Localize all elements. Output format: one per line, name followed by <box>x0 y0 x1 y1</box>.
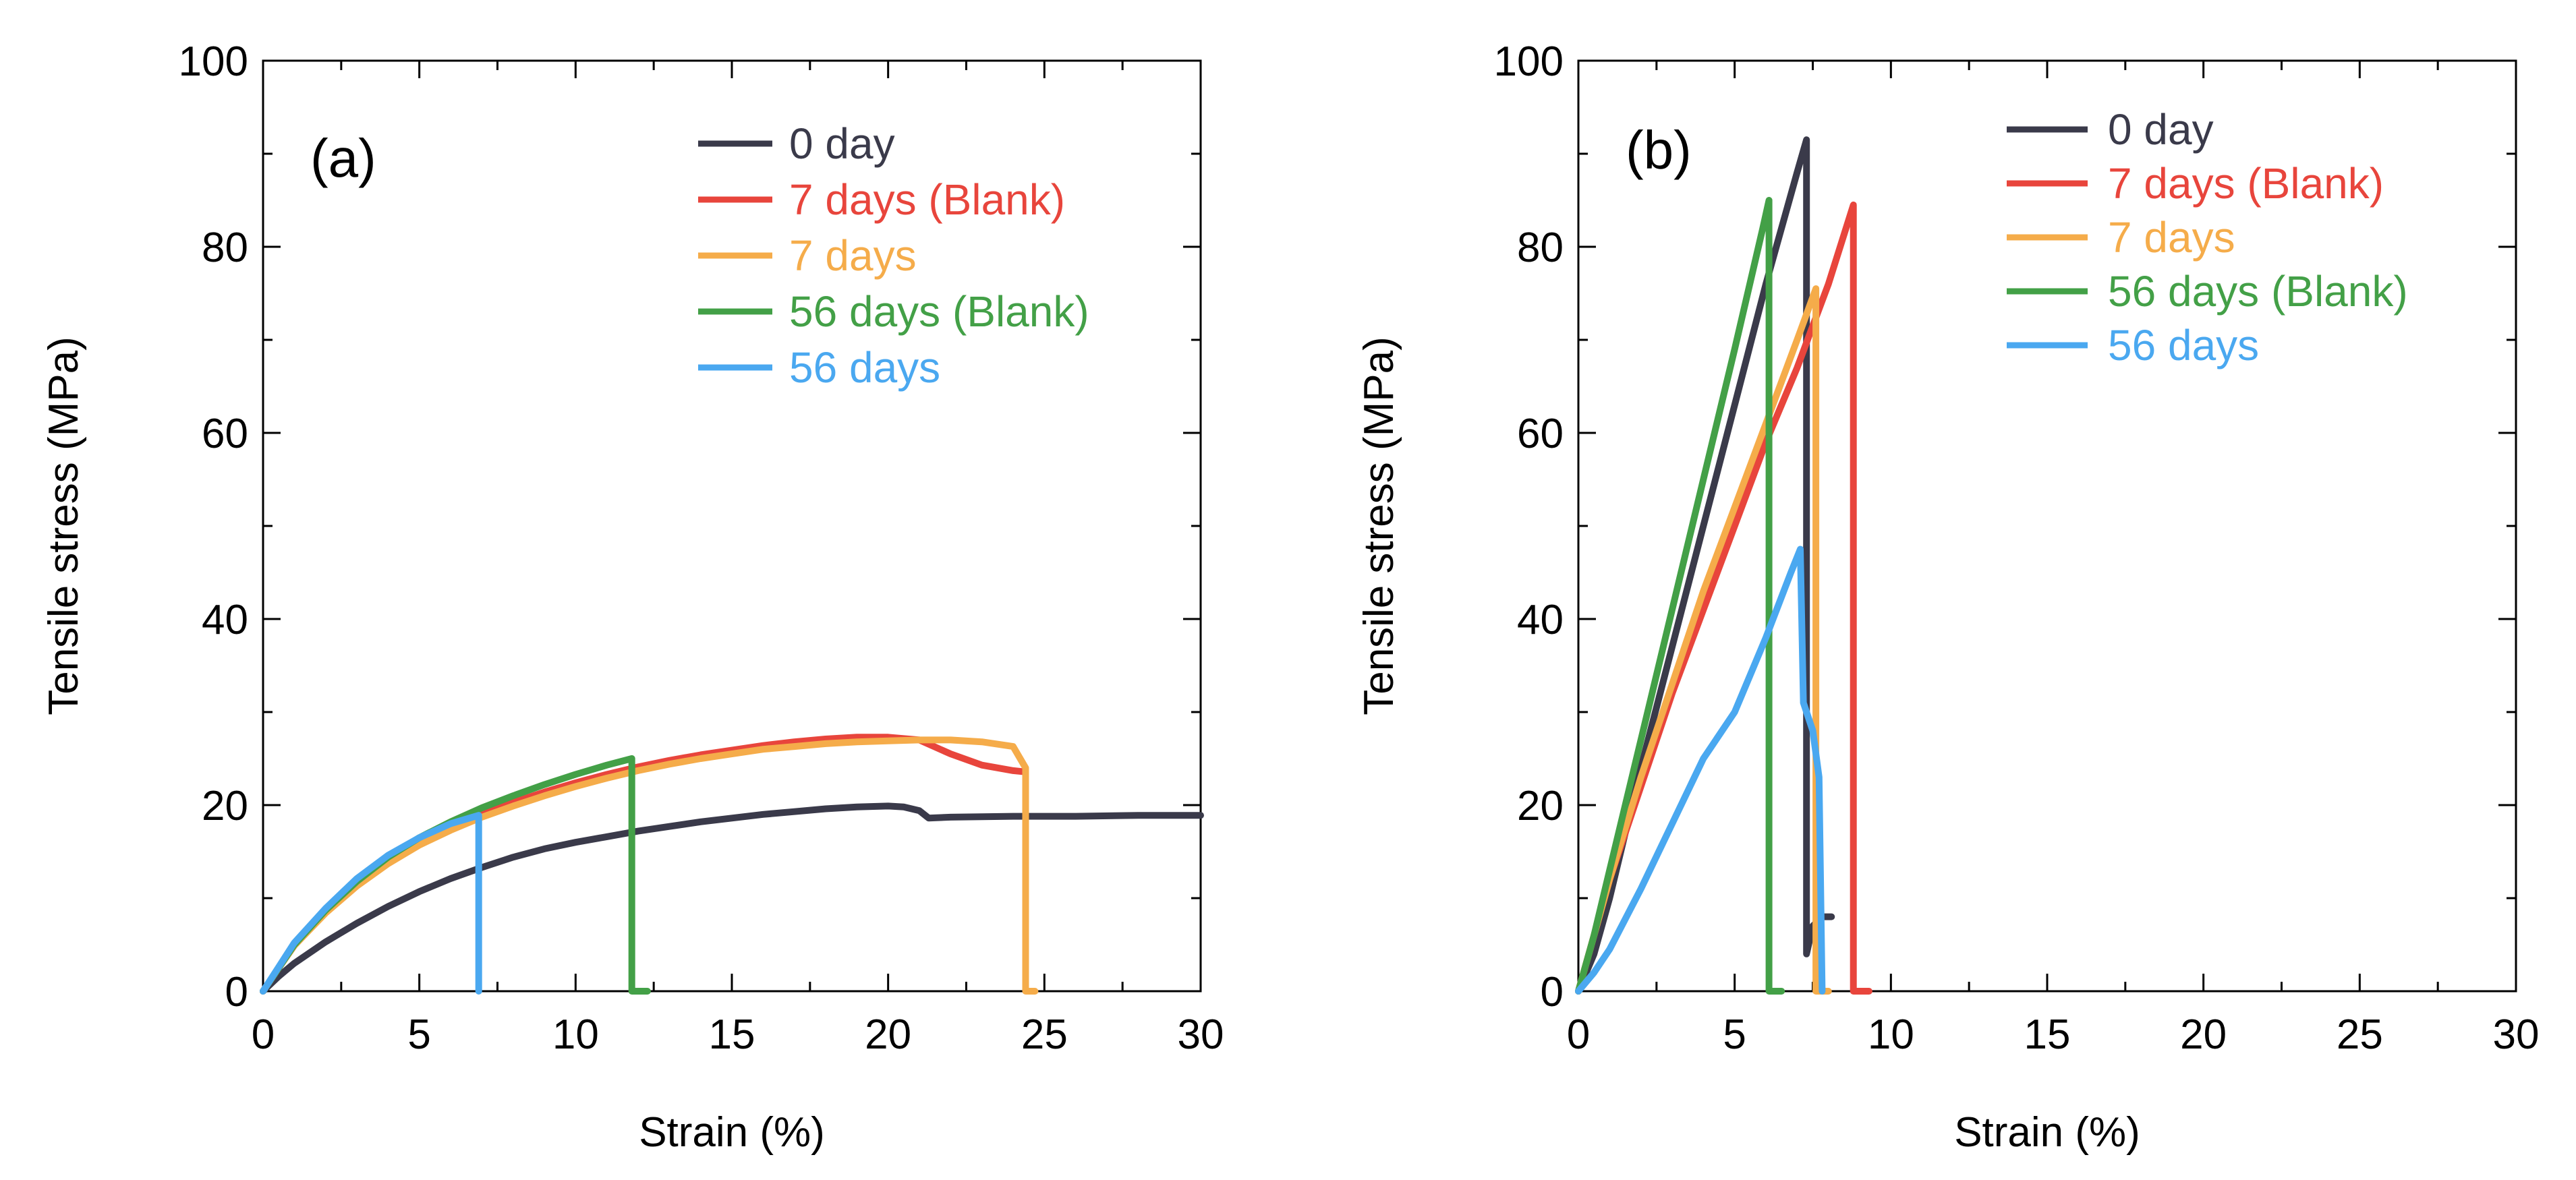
x-axis-label: Strain (%) <box>1954 1109 2140 1156</box>
y-tick-label: 60 <box>1517 411 1564 457</box>
x-tick-label: 20 <box>865 1011 911 1058</box>
legend-label: 7 days <box>789 231 917 280</box>
x-tick-label: 10 <box>1868 1011 1914 1058</box>
series-line-0-day <box>260 802 1204 995</box>
panel-label: (b) <box>1626 120 1692 180</box>
y-tick-label: 60 <box>202 411 248 457</box>
x-tick-label: 25 <box>1021 1011 1068 1058</box>
legend-label: 7 days (Blank) <box>789 175 1065 224</box>
x-tick-label: 0 <box>1567 1011 1590 1058</box>
panel-label: (a) <box>310 128 376 188</box>
series-line-0-day <box>1575 136 1835 995</box>
series-lines <box>1575 136 1872 995</box>
legend-label: 56 days (Blank) <box>2108 267 2408 316</box>
axis-ticks <box>262 59 1202 993</box>
x-tick-label: 0 <box>252 1011 275 1058</box>
legend-label: 7 days <box>2108 213 2235 262</box>
x-tick-label: 30 <box>2493 1011 2540 1058</box>
y-tick-label: 20 <box>1517 783 1564 829</box>
legend: 0 day 7 days (Blank) 7 days 56 days (Blank)… <box>2007 105 2408 370</box>
legend: 0 day 7 days (Blank) 7 days 56 days (Blank)… <box>698 119 1089 392</box>
x-tick-label: 15 <box>709 1011 755 1058</box>
legend-label: 56 days <box>789 343 940 392</box>
chart-panel-a: 0 20 40 60 80 100 0 5 10 15 20 25 30 (a) Strain (%)… <box>40 38 1224 1156</box>
y-tick-label: 80 <box>202 225 248 271</box>
x-tick-label: 10 <box>552 1011 599 1058</box>
y-tick-labels: 0 20 40 60 80 100 <box>179 38 248 1015</box>
series-line-56-days <box>260 812 482 995</box>
x-tick-label: 20 <box>2180 1011 2227 1058</box>
series-line-56-days <box>1575 545 1826 995</box>
y-tick-label: 40 <box>1517 597 1564 643</box>
y-tick-label: 20 <box>202 783 248 829</box>
series-lines <box>260 734 1204 995</box>
y-tick-label: 0 <box>225 969 248 1015</box>
series-line-7-days <box>260 736 1039 995</box>
y-tick-labels: 0 20 40 60 80 100 <box>1494 38 1564 1015</box>
y-axis-label: Tensile stress (MPa) <box>1356 336 1402 715</box>
legend-label: 56 days (Blank) <box>789 287 1089 336</box>
x-tick-label: 15 <box>2024 1011 2071 1058</box>
y-tick-label: 100 <box>1494 38 1564 85</box>
x-axis-label: Strain (%) <box>639 1109 825 1156</box>
legend-label: 0 day <box>2108 105 2214 154</box>
x-tick-label: 25 <box>2337 1011 2383 1058</box>
axis-ticks <box>1577 59 2517 993</box>
legend-label: 7 days (Blank) <box>2108 159 2384 208</box>
x-tick-label: 5 <box>407 1011 430 1058</box>
x-tick-label: 30 <box>1178 1011 1224 1058</box>
y-tick-label: 100 <box>179 38 248 85</box>
y-tick-label: 40 <box>202 597 248 643</box>
legend-label: 0 day <box>789 119 895 168</box>
x-tick-labels: 0 5 10 15 20 25 30 <box>252 1011 1224 1058</box>
legend-label: 56 days <box>2108 321 2259 370</box>
y-tick-label: 80 <box>1517 225 1564 271</box>
series-line-7-days-blank <box>1575 201 1872 995</box>
chart-panel-b: 0 20 40 60 80 100 0 5 10 15 20 25 30 (b) Strain (%)… <box>1356 38 2539 1156</box>
y-axis-label: Tensile stress (MPa) <box>40 336 87 715</box>
series-line-56-days-blank <box>1575 197 1785 995</box>
x-tick-label: 5 <box>1723 1011 1746 1058</box>
x-tick-labels: 0 5 10 15 20 25 30 <box>1567 1011 2540 1058</box>
y-tick-label: 0 <box>1541 969 1564 1015</box>
